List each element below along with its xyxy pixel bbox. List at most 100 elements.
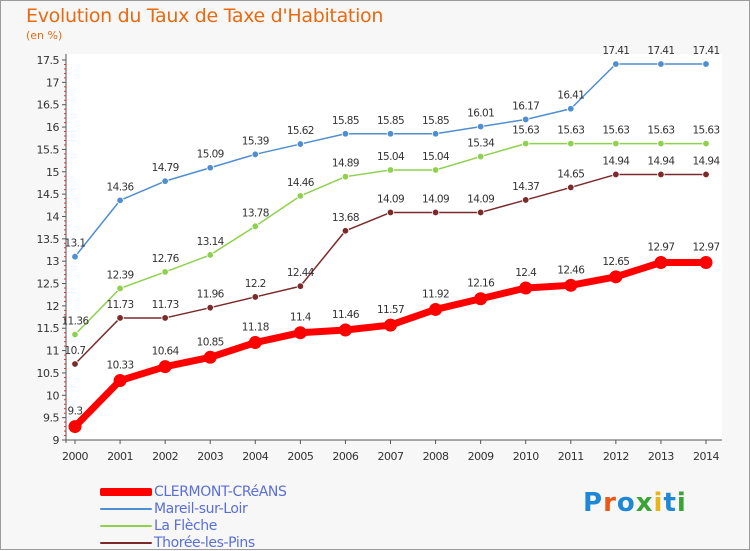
y-tick-label: 16.5 (37, 99, 60, 112)
y-tick-label: 17 (46, 76, 59, 89)
x-tick-label: 2008 (423, 450, 449, 463)
x-tick-label: 2002 (152, 450, 178, 463)
data-label: 14.36 (107, 181, 135, 193)
data-label: 15.63 (692, 125, 719, 137)
series-point-3 (206, 303, 214, 312)
data-label: 13.68 (332, 212, 359, 224)
x-tick-label: 2014 (693, 450, 719, 463)
data-label: 11.4 (290, 312, 312, 324)
series-point-1 (612, 60, 620, 68)
x-tick-label: 2006 (332, 450, 358, 463)
x-tick-label: 2001 (107, 450, 133, 463)
data-label: 10.33 (107, 360, 134, 372)
x-tick-label: 2007 (378, 450, 404, 463)
series-point-1 (386, 130, 395, 138)
data-label: 15.04 (377, 151, 405, 163)
legend-swatch (100, 524, 152, 527)
data-label: 15.85 (332, 115, 359, 127)
data-label: 15.04 (422, 151, 450, 163)
legend-label: La Flèche (154, 517, 217, 534)
series-point-1 (341, 130, 350, 138)
series-point-2 (567, 139, 575, 148)
series-point-0 (384, 318, 397, 332)
series-point-3 (657, 170, 665, 179)
series-point-3 (702, 170, 710, 179)
data-label: 14.79 (152, 162, 179, 174)
y-tick-label: 12.5 (37, 278, 60, 291)
y-tick-label: 9.5 (43, 412, 59, 425)
data-label: 12.16 (467, 278, 495, 290)
x-tick-label: 2003 (197, 450, 223, 463)
data-label: 11.73 (152, 299, 179, 311)
x-tick-label: 2009 (468, 450, 494, 463)
y-tick-label: 10 (46, 389, 59, 402)
data-label: 14.94 (647, 155, 675, 167)
data-label: 12.44 (287, 267, 315, 279)
series-point-0 (338, 323, 352, 337)
series-point-3 (476, 208, 485, 217)
data-label: 14.65 (557, 168, 584, 180)
data-label: 14.09 (422, 193, 449, 205)
y-tick-label: 13.5 (37, 233, 60, 246)
series-point-2 (476, 152, 485, 161)
series-point-0 (519, 281, 533, 295)
series-point-1 (71, 253, 79, 261)
legend-item: Mareil-sur-Loir (100, 500, 286, 517)
data-label: 13.14 (197, 236, 225, 248)
series-point-2 (657, 139, 665, 148)
x-tick-label: 2004 (242, 450, 268, 463)
legend-label: CLERMONT-CRéANS (154, 483, 287, 500)
series-point-0 (113, 374, 127, 388)
data-label: 15.09 (197, 149, 224, 161)
data-label: 15.39 (242, 135, 269, 147)
legend-label: Mareil-sur-Loir (154, 500, 248, 517)
legend-item: La Flèche (100, 517, 286, 534)
series-point-1 (251, 150, 259, 159)
y-tick-label: 17.5 (37, 54, 60, 67)
chart-legend: CLERMONT-CRéANS Mareil-sur-Loir La Flèche T… (100, 483, 287, 551)
series-point-2 (296, 192, 305, 200)
series-point-3 (161, 314, 169, 322)
x-tick-label: 2013 (648, 450, 674, 463)
data-label: 16.41 (557, 90, 584, 102)
data-label: 11.46 (332, 309, 360, 321)
series-point-3 (386, 208, 395, 217)
y-tick-label: 10.5 (37, 367, 60, 380)
series-point-1 (567, 105, 575, 113)
series-point-1 (116, 196, 124, 205)
series-point-0 (293, 326, 307, 340)
y-tick-label: 16 (46, 121, 59, 134)
data-label: 10.85 (197, 336, 224, 348)
series-point-3 (522, 196, 530, 204)
legend-item: CLERMONT-CRéANS (100, 483, 287, 500)
series-point-2 (161, 268, 169, 276)
data-label: 12.4 (515, 267, 537, 279)
legend-label: Thorée-les-Pins (154, 534, 255, 551)
data-label: 13.78 (242, 207, 269, 219)
series-point-1 (476, 122, 485, 131)
series-point-1 (657, 60, 665, 68)
chart-title: Evolution du Taux de Taxe d'Habitation (26, 5, 384, 27)
series-point-3 (116, 314, 124, 322)
legend-swatch (100, 541, 152, 544)
data-label: 15.85 (377, 115, 404, 127)
data-label: 12.97 (692, 242, 719, 254)
data-label: 17.41 (692, 45, 719, 57)
data-label: 12.2 (245, 278, 266, 290)
data-label: 17.41 (602, 45, 629, 57)
data-label: 14.09 (377, 193, 404, 205)
series-point-0 (654, 256, 668, 270)
data-label: 15.63 (512, 125, 539, 137)
plot-area (66, 54, 722, 440)
series-point-3 (296, 282, 305, 290)
series-point-2 (341, 172, 350, 181)
data-label: 11.92 (422, 288, 449, 300)
series-point-0 (248, 336, 262, 350)
legend-swatch (100, 487, 152, 496)
x-tick-label: 2005 (287, 450, 313, 463)
data-label: 15.63 (557, 125, 584, 137)
data-label: 11.96 (197, 289, 225, 301)
data-label: 12.76 (152, 253, 180, 265)
series-point-3 (612, 170, 620, 179)
